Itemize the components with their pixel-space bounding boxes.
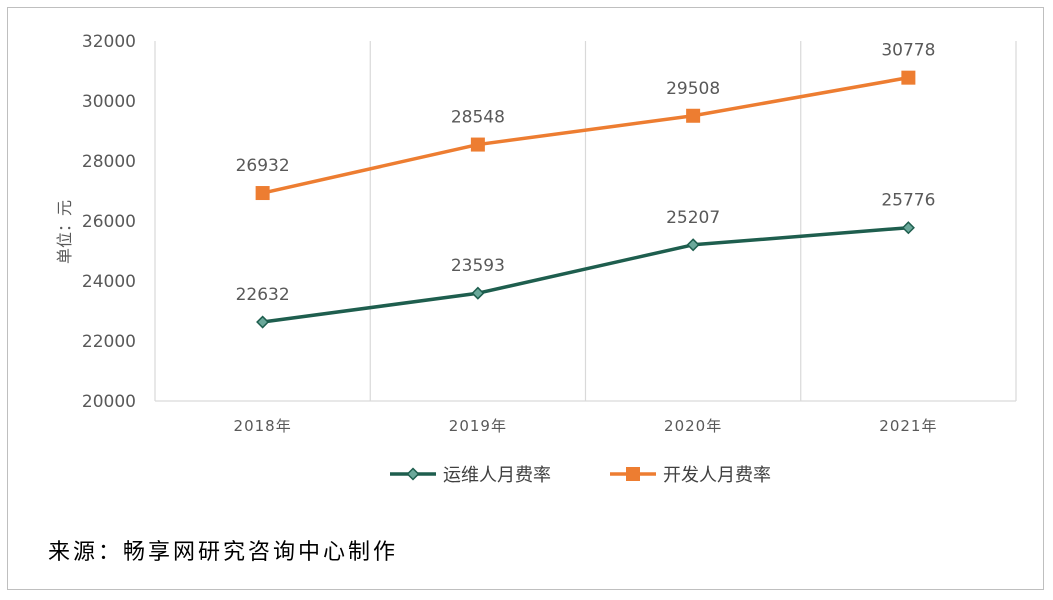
y-tick-label: 20000 <box>82 392 136 412</box>
x-tick-label: 2021年 <box>879 417 937 435</box>
legend-swatch-marker <box>626 467 640 481</box>
y-tick-label: 22000 <box>82 332 136 352</box>
legend-swatch-marker <box>406 467 420 481</box>
data-label: 25207 <box>666 208 720 228</box>
data-label: 22632 <box>236 285 290 305</box>
legend-item: 运维人月费率 <box>390 465 551 486</box>
legend: 运维人月费率 开发人月费率 <box>390 465 771 486</box>
data-point <box>256 315 270 329</box>
series-line <box>262 225 909 324</box>
series-line <box>262 75 909 195</box>
y-axis-label: 单位：元 <box>55 200 74 264</box>
y-tick-label: 26000 <box>82 212 136 232</box>
data-label: 28548 <box>451 108 505 128</box>
data-point <box>255 186 270 201</box>
y-axis-ticks: 20000 22000 24000 26000 28000 30000 32000 <box>82 32 136 412</box>
x-tick-label: 2020年 <box>664 417 722 435</box>
series-layer: 22632 23593 25207 25776 26932 28548 29508 30778 <box>236 41 935 329</box>
y-tick-label: 32000 <box>82 32 136 52</box>
legend-label: 开发人月费率 <box>663 465 771 486</box>
data-point <box>686 108 701 123</box>
data-point <box>901 221 915 235</box>
x-tick-label: 2019年 <box>449 417 507 435</box>
source-note: 来源：畅享网研究咨询中心制作 <box>48 540 399 565</box>
series-1: 22632 23593 25207 25776 <box>236 191 935 329</box>
y-tick-label: 30000 <box>82 92 136 112</box>
data-point <box>686 238 700 252</box>
y-tick-label: 24000 <box>82 272 136 292</box>
series-2: 26932 28548 29508 30778 <box>236 41 935 201</box>
y-tick-label: 28000 <box>82 152 136 172</box>
data-label: 26932 <box>236 156 290 176</box>
legend-item: 开发人月费率 <box>610 465 771 486</box>
data-label: 23593 <box>451 256 505 276</box>
legend-label: 运维人月费率 <box>443 465 551 486</box>
data-label: 30778 <box>881 41 935 61</box>
gridlines <box>154 41 1017 402</box>
chart-frame <box>7 7 1044 590</box>
x-axis-ticks: 2018年 2019年 2020年 2021年 <box>234 417 937 435</box>
data-point <box>471 286 485 300</box>
data-point <box>470 137 485 152</box>
data-label: 25776 <box>881 191 935 211</box>
x-tick-label: 2018年 <box>234 417 292 435</box>
data-label: 29508 <box>666 79 720 99</box>
data-point <box>901 70 916 85</box>
